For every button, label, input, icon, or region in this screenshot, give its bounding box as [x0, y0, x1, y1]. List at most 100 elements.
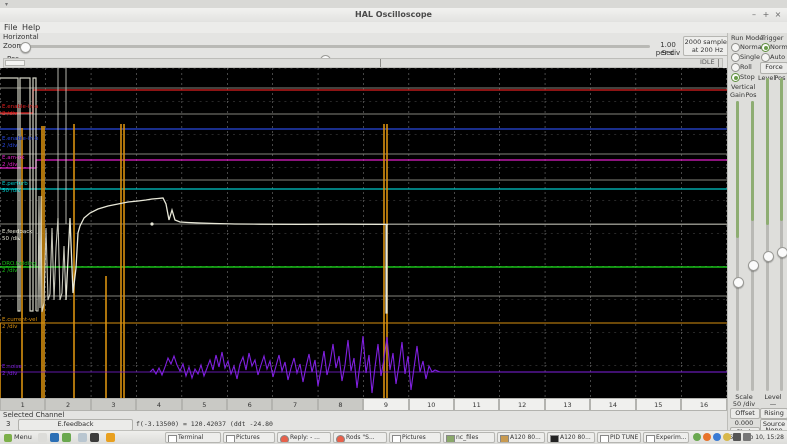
- scope-svg: E.enable-in-a 2 /div E.enable-in-b 2 /di…: [0, 68, 727, 398]
- offset-button[interactable]: Offset: [730, 408, 760, 419]
- taskbar-item-7[interactable]: A120 80...: [547, 432, 595, 443]
- channel-button-10[interactable]: 10: [408, 398, 454, 411]
- channel-button-8[interactable]: 8: [317, 398, 364, 411]
- speaker-icon[interactable]: [733, 433, 741, 441]
- sample-rate-box[interactable]: 2000 samples at 200 Hz: [683, 36, 732, 56]
- sample-count-label: 2000 samples: [684, 38, 731, 46]
- taskbar-item-8[interactable]: PID TUNE: [597, 432, 641, 443]
- trace-label-3-name: E.perturb: [2, 181, 28, 187]
- minimize-button[interactable]: –: [752, 10, 756, 19]
- taskbar-item-4[interactable]: Pictures: [389, 432, 441, 443]
- menu-item-help[interactable]: Help: [22, 23, 41, 32]
- globe-icon[interactable]: [50, 433, 59, 442]
- channel-button-3[interactable]: 3: [90, 398, 137, 411]
- run-mode-normal-radio[interactable]: [731, 43, 740, 52]
- volume-icon[interactable]: [693, 433, 701, 441]
- trigger-edge-button[interactable]: Rising: [760, 408, 787, 419]
- taskbar-item-9[interactable]: Experim...: [643, 432, 689, 443]
- taskbar-item-3[interactable]: Rods "S...: [333, 432, 387, 443]
- taskbar-item-5[interactable]: nc_files: [443, 432, 495, 443]
- menu-item-file[interactable]: File: [4, 23, 18, 32]
- run-mode-roll-radio[interactable]: [731, 63, 740, 72]
- trigger-pos-slider-track[interactable]: [780, 78, 783, 391]
- start-menu-button[interactable]: Menu: [3, 432, 32, 443]
- trigger-title: Trigger: [761, 34, 784, 42]
- pencil-icon[interactable]: [38, 433, 47, 442]
- terminal-icon[interactable]: [62, 433, 71, 442]
- trigger-normal-radio[interactable]: [761, 43, 770, 52]
- vertical-scale-label: Scale: [735, 393, 753, 401]
- horizontal-scrollbar[interactable]: [3, 58, 723, 68]
- signal-icon[interactable]: [743, 433, 751, 441]
- window-icon: [500, 435, 509, 442]
- channel-button-14[interactable]: 14: [590, 398, 636, 411]
- trace-e-noise: [0, 335, 727, 394]
- channel-button-9[interactable]: 9: [363, 398, 409, 411]
- taskbar-item-0[interactable]: Terminal: [165, 432, 221, 443]
- channel-button-6[interactable]: 6: [227, 398, 273, 411]
- zoom-label: Zoom: [3, 42, 24, 50]
- channel-button-5[interactable]: 5: [181, 398, 227, 411]
- folder-icon: [446, 435, 455, 442]
- keyboard-icon[interactable]: [723, 433, 731, 441]
- channel-button-11[interactable]: 11: [454, 398, 500, 411]
- zoom-slider-knob[interactable]: [20, 42, 31, 53]
- vertical-gain-slider-knob[interactable]: [733, 277, 744, 288]
- channel-button-15[interactable]: 15: [635, 398, 681, 411]
- run-mode-single-label[interactable]: Single: [740, 53, 760, 61]
- channel-button-13[interactable]: 13: [544, 398, 591, 411]
- run-mode-roll-label[interactable]: Roll: [740, 63, 752, 71]
- firefox-icon[interactable]: [106, 433, 115, 442]
- trigger-pos-slider-knob[interactable]: [777, 247, 787, 258]
- scrollbar-thumb[interactable]: [5, 60, 25, 66]
- trace-label-4-scale: 50 /div: [2, 236, 22, 242]
- scope-plot-area[interactable]: E.enable-in-a 2 /div E.enable-in-b 2 /di…: [0, 68, 727, 398]
- updates-icon[interactable]: [703, 433, 711, 441]
- run-mode-stop-radio[interactable]: [731, 73, 740, 82]
- maximize-button[interactable]: +: [762, 10, 770, 19]
- vertical-gain-slider-track[interactable]: [736, 101, 739, 391]
- channel-button-1[interactable]: 1: [0, 398, 46, 411]
- offset-value: 0.000: [734, 419, 754, 427]
- channel-button-12[interactable]: 12: [499, 398, 545, 411]
- zoom-slider-track[interactable]: [20, 45, 650, 48]
- channel-button-2[interactable]: 2: [45, 398, 91, 411]
- system-clock: Sun Feb 10, 15:28: [729, 434, 784, 441]
- monitor-icon[interactable]: [90, 433, 99, 442]
- trace-label-6-name: E.current-vel: [2, 317, 38, 323]
- vertical-pos-slider-knob[interactable]: [748, 260, 759, 271]
- taskbar-item-9-label: Experim...: [656, 434, 687, 441]
- trigger-auto-radio[interactable]: [761, 53, 770, 62]
- trigger-normal-label[interactable]: Normal: [770, 43, 787, 51]
- taskbar-item-5-label: nc_files: [456, 434, 479, 441]
- taskbar-item-4-label: Pictures: [402, 434, 426, 441]
- run-mode-single-radio[interactable]: [731, 53, 740, 62]
- start-menu-label: Menu: [14, 433, 32, 441]
- channel-button-7[interactable]: 7: [272, 398, 318, 411]
- window-menu-caret-icon[interactable]: ▾: [5, 1, 9, 8]
- trigger-level-slider-knob[interactable]: [763, 251, 774, 262]
- run-mode-normal-label[interactable]: Normal: [740, 43, 764, 51]
- title-bar: HAL Oscilloscope – + ×: [0, 8, 787, 23]
- channel-button-4[interactable]: 4: [136, 398, 182, 411]
- run-mode-stop-label[interactable]: Stop: [740, 73, 755, 81]
- trace-label-0-name: E.enable-in-a: [2, 104, 38, 110]
- channel-button-16[interactable]: 16: [681, 398, 727, 411]
- network-icon[interactable]: [713, 433, 721, 441]
- vertical-pos-slider-track[interactable]: [751, 101, 754, 391]
- trigger-auto-label[interactable]: Auto: [770, 53, 786, 61]
- trigger-level-title: Level: [764, 393, 782, 401]
- taskbar-item-6[interactable]: A120 80...: [497, 432, 545, 443]
- trace-label-5-scale: 2 /div: [2, 268, 18, 274]
- taskbar-item-2[interactable]: Reply: - ...: [277, 432, 331, 443]
- force-trigger-button[interactable]: Force: [760, 62, 787, 74]
- chrome-icon: [280, 435, 289, 442]
- window-icon: [392, 435, 401, 442]
- trigger-level-slider-track[interactable]: [766, 78, 769, 391]
- trace-label-1-name: E.enable-in-b: [2, 136, 39, 142]
- taskbar-item-1[interactable]: Pictures: [223, 432, 275, 443]
- files-icon[interactable]: [78, 433, 87, 442]
- close-button[interactable]: ×: [774, 10, 782, 19]
- taskbar-item-2-label: Reply: - ...: [290, 434, 320, 441]
- trace-label-7-scale: 2 /div: [2, 371, 18, 377]
